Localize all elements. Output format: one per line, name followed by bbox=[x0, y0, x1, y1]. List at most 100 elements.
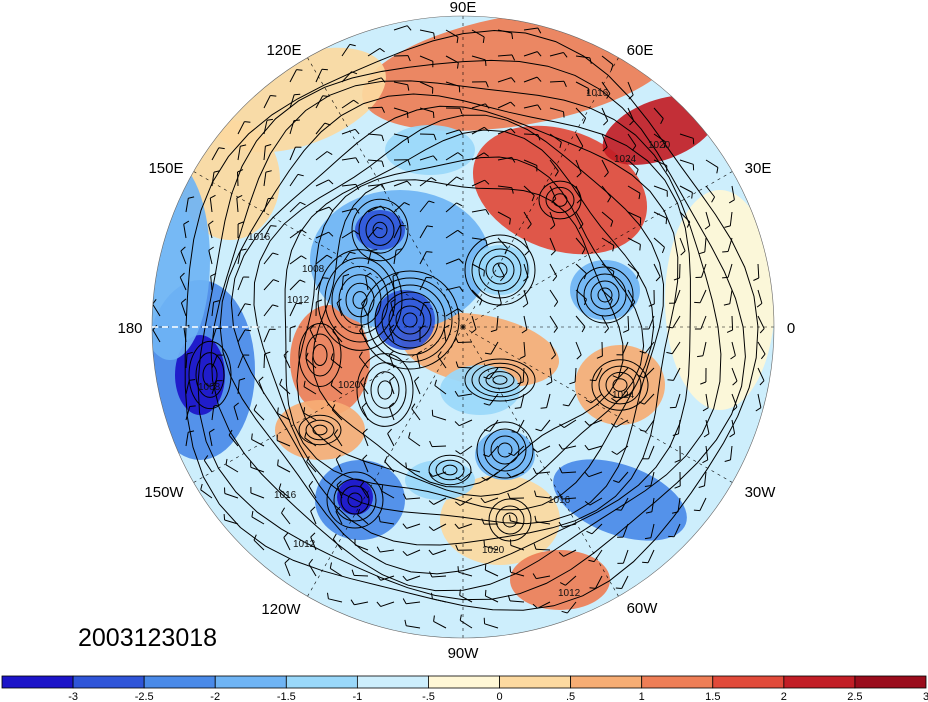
wind-barb bbox=[610, 419, 629, 428]
wind-barb bbox=[393, 248, 403, 265]
wind-barb bbox=[289, 325, 296, 343]
isobar-label: 1008 bbox=[302, 264, 325, 275]
wind-barb bbox=[471, 237, 488, 246]
wind-barb bbox=[445, 107, 463, 115]
wind-barb bbox=[532, 467, 551, 474]
wind-barb bbox=[455, 336, 473, 343]
wind-barb bbox=[357, 508, 369, 525]
colorbar-tick-label: 0 bbox=[496, 691, 502, 702]
wind-barb bbox=[263, 351, 271, 369]
wind-barb bbox=[575, 55, 592, 64]
wind-barb bbox=[237, 354, 250, 369]
isobar-line bbox=[351, 198, 409, 262]
isobar-line bbox=[370, 371, 400, 409]
anomaly-patch bbox=[405, 460, 475, 500]
wind-barb bbox=[281, 507, 291, 525]
isobar-label: 1016 bbox=[586, 88, 609, 99]
wind-barb bbox=[588, 549, 603, 563]
wind-barb bbox=[558, 549, 577, 557]
wind-barb bbox=[522, 289, 529, 308]
wind-barb bbox=[584, 419, 603, 426]
wind-barb bbox=[183, 220, 190, 239]
graticule-meridian bbox=[462, 57, 619, 328]
wind-barb bbox=[673, 263, 681, 281]
wind-barb bbox=[497, 29, 514, 40]
wind-barb bbox=[211, 404, 220, 421]
wind-barb bbox=[308, 480, 317, 499]
wind-barb bbox=[332, 533, 343, 551]
lon-label-60w: 60W bbox=[627, 600, 659, 617]
colorbar-tick-labels: -3 -2.5 -2 -1.5 -1 -.5 0 .5 1 1.5 2 2.5 3 bbox=[68, 691, 928, 702]
wind-barb bbox=[575, 315, 586, 333]
isobar-line bbox=[597, 287, 613, 303]
wind-barb bbox=[251, 510, 265, 525]
wind-barb bbox=[601, 81, 611, 99]
isobar-line bbox=[312, 424, 328, 436]
wind-barb bbox=[402, 549, 421, 557]
wind-barb bbox=[283, 350, 291, 369]
wind-barb bbox=[506, 471, 525, 478]
wind-barb bbox=[419, 177, 437, 187]
wind-barb bbox=[360, 481, 369, 499]
graticule-meridian bbox=[307, 57, 464, 328]
isobar-line bbox=[367, 277, 453, 363]
wind-barb bbox=[471, 81, 489, 88]
colorbar-swatch bbox=[428, 675, 500, 689]
wind-barb bbox=[419, 107, 435, 119]
isobar-label: 1020 bbox=[648, 140, 671, 151]
wind-barb bbox=[471, 263, 485, 277]
wind-barb bbox=[367, 77, 386, 83]
wind-barb bbox=[358, 351, 369, 369]
wind-barb bbox=[289, 93, 301, 109]
wind-barb bbox=[523, 104, 542, 111]
wind-barb bbox=[315, 151, 333, 161]
wind-barb bbox=[483, 419, 499, 432]
wind-barb bbox=[263, 95, 277, 109]
isobar-line bbox=[372, 221, 388, 239]
isobar-line bbox=[388, 298, 432, 342]
wind-barb bbox=[445, 229, 463, 239]
wind-barb bbox=[693, 497, 707, 512]
wind-barb bbox=[549, 133, 562, 149]
wind-barb bbox=[416, 350, 423, 369]
wind-barb bbox=[611, 393, 629, 403]
wind-barb bbox=[402, 598, 421, 605]
anomaly-patch bbox=[570, 260, 640, 320]
wind-barb bbox=[627, 185, 641, 200]
wind-barb bbox=[333, 429, 343, 447]
wind-barb bbox=[376, 575, 395, 581]
wind-barb bbox=[549, 263, 558, 282]
wind-barb bbox=[431, 592, 447, 603]
wind-barb bbox=[490, 315, 499, 333]
wind-barb bbox=[289, 146, 302, 161]
wind-barb bbox=[263, 118, 273, 135]
wind-barb bbox=[332, 325, 343, 343]
wind-barb bbox=[642, 549, 655, 564]
wind-barb bbox=[569, 367, 577, 385]
wind-barb bbox=[315, 122, 331, 135]
wind-barb bbox=[210, 272, 217, 291]
wind-barb bbox=[726, 315, 734, 333]
wind-barb bbox=[361, 298, 369, 317]
wind-barb bbox=[443, 324, 450, 343]
lon-label-30e: 30E bbox=[745, 160, 772, 177]
anomaly-patch bbox=[475, 430, 535, 480]
isobar-line bbox=[497, 442, 513, 458]
lon-label-150w: 150W bbox=[144, 484, 184, 501]
wind-barb bbox=[756, 289, 763, 308]
wind-barb bbox=[179, 272, 187, 291]
wind-barb bbox=[203, 455, 213, 473]
wind-barb bbox=[393, 224, 407, 239]
wind-barb bbox=[362, 428, 369, 447]
wind-barb bbox=[336, 298, 343, 317]
wind-barb bbox=[279, 378, 291, 395]
colorbar-swatch bbox=[285, 675, 358, 689]
wind-barb bbox=[483, 540, 499, 551]
wind-barb bbox=[419, 325, 426, 342]
wind-barb bbox=[330, 353, 343, 369]
wind-barb bbox=[315, 299, 323, 317]
wind-barb bbox=[419, 200, 435, 213]
wind-barb bbox=[393, 81, 410, 91]
wind-barb bbox=[601, 133, 608, 152]
isobar-line bbox=[188, 340, 232, 410]
